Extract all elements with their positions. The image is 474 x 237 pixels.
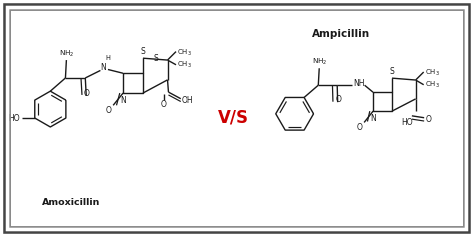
Text: N: N [370,114,375,123]
Text: Ampicillin: Ampicillin [312,29,370,39]
Text: OH: OH [182,96,193,105]
Text: NH: NH [353,79,365,88]
Text: O: O [335,95,341,104]
Text: O: O [83,89,89,98]
Text: NH$_2$: NH$_2$ [59,48,74,59]
Text: O: O [356,123,362,132]
Text: CH$_3$: CH$_3$ [177,60,192,70]
Text: CH$_3$: CH$_3$ [425,67,440,77]
Text: O: O [161,100,167,109]
Text: S: S [153,54,158,63]
Text: H: H [106,55,110,61]
Text: Amoxicillin: Amoxicillin [42,198,101,207]
Text: S: S [389,67,394,76]
Text: N: N [100,63,106,72]
Text: V/S: V/S [218,109,249,127]
Text: N: N [120,96,126,105]
Text: HO: HO [8,114,20,123]
Text: NH$_2$: NH$_2$ [311,57,327,67]
Text: O: O [426,115,432,124]
Text: S: S [140,47,145,56]
Text: CH$_3$: CH$_3$ [177,47,192,58]
Text: HO: HO [401,118,413,127]
Text: CH$_3$: CH$_3$ [425,80,440,90]
Text: O: O [106,105,111,114]
